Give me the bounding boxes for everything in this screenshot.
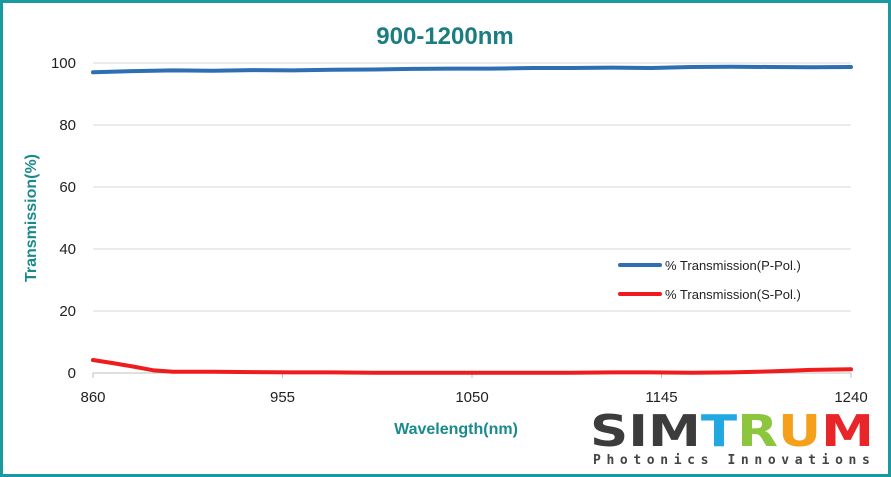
logo-letter: U — [778, 406, 821, 457]
series-line-p-pol — [91, 64, 853, 75]
legend: % Transmission(P-Pol.) % Transmission(S-P… — [618, 258, 801, 302]
y-tick-label: 0 — [68, 365, 76, 382]
y-axis-ticks: 0 20 40 60 80 100 — [51, 55, 76, 382]
logo-letter: M — [821, 406, 874, 457]
x-tick-label: 860 — [80, 389, 105, 406]
simtrum-logo: S IM T R U M Photonics Innovations — [590, 406, 874, 468]
x-tick-label: 1145 — [645, 389, 677, 406]
chart-title: 900-1200nm — [376, 23, 513, 50]
logo-letter: T — [701, 406, 737, 457]
x-tick-label: 955 — [270, 389, 295, 406]
y-tick-label: 80 — [59, 117, 76, 134]
logo-letter: M — [648, 406, 701, 457]
y-tick-label: 40 — [59, 241, 76, 258]
legend-label: % Transmission(P-Pol.) — [665, 258, 801, 273]
x-tick-label: 1240 — [834, 389, 867, 406]
x-axis-title: Wavelength(nm) — [394, 421, 518, 438]
grid-lines — [93, 62, 851, 312]
logo-letter: R — [737, 406, 778, 457]
series-line-s-pol — [91, 358, 853, 375]
y-tick-label: 100 — [51, 55, 76, 72]
y-tick-label: 60 — [59, 179, 76, 196]
y-axis-title: Transmission(%) — [23, 154, 40, 282]
logo-wordmark: S IM T R U M — [590, 406, 874, 457]
logo-letter: S — [590, 406, 628, 457]
x-axis-ticks: 860 955 1050 1145 1240 — [80, 373, 868, 406]
logo-letter: I — [628, 406, 648, 457]
series-lines — [91, 64, 853, 375]
legend-label: % Transmission(S-Pol.) — [665, 287, 801, 302]
x-tick-label: 1050 — [455, 389, 488, 406]
y-tick-label: 20 — [59, 303, 76, 320]
logo-tagline: Photonics Innovations — [593, 453, 873, 468]
